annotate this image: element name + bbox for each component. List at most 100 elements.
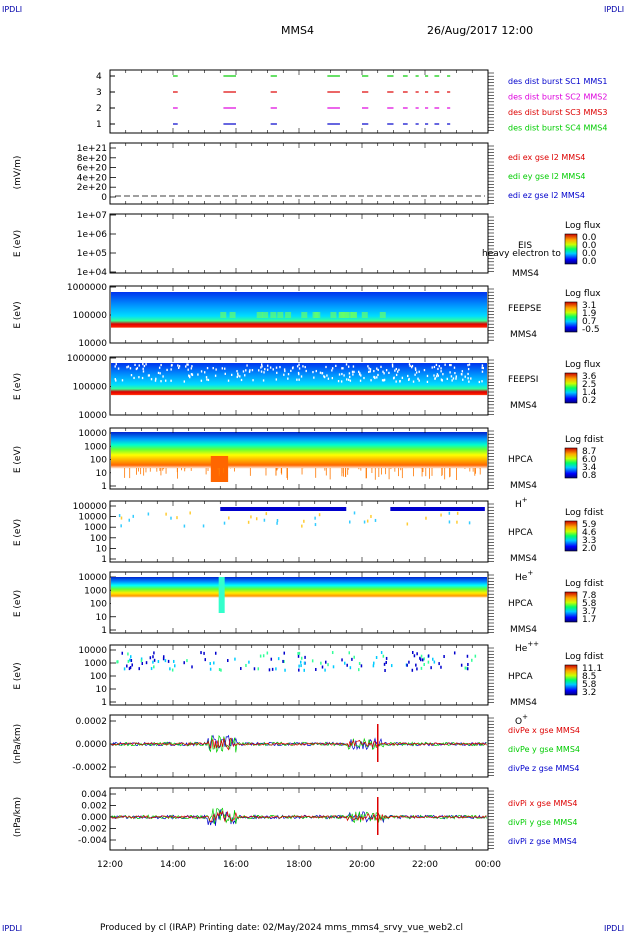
hpca-he-count: [456, 511, 459, 515]
hpca_h-ytick-label: 10000: [78, 429, 107, 439]
hpca-he-count: [440, 513, 442, 517]
feepsi-gap: [290, 369, 292, 372]
edi-ytick-label: 1e+21: [77, 144, 107, 154]
divpi-ytick-label: -0.002: [78, 825, 107, 835]
feepsi-gap: [121, 379, 124, 382]
panel-feepsi: 1000000 100000 10000 E (eV) FEEPSI MMS4 Log fl…: [13, 354, 601, 421]
feepsi-gap: [266, 368, 269, 371]
datetime-title: 26/Aug/2017 12:00: [427, 24, 533, 37]
hpca-o-count: [169, 667, 171, 671]
feepsi-cbar-tick: 1.4: [582, 388, 597, 398]
feepsi-gap: [343, 374, 345, 377]
feepsi-gap: [114, 378, 116, 381]
feepsi-gap: [283, 373, 285, 376]
feepsi-gap: [437, 374, 440, 377]
feepsi-gap: [187, 368, 189, 371]
hpca-o-count: [183, 661, 185, 665]
hpca-he-count: [176, 516, 178, 520]
hpca-he-count: [250, 515, 252, 519]
hpca-o-count: [416, 667, 418, 671]
feepsi-gap: [298, 378, 300, 381]
edi-ytick-label: 4e+20: [77, 173, 108, 183]
hpca-o-count: [284, 668, 286, 672]
feepsi-ytick-label: 10000: [78, 411, 107, 421]
hpca-o-count: [427, 660, 430, 664]
hpca-he-count: [448, 511, 451, 515]
feepsi-gap: [248, 370, 251, 373]
hpca-o-count: [145, 661, 148, 665]
feepsi-gap: [197, 373, 199, 376]
hpca_o-colorbar: [564, 664, 578, 696]
divpi-series-2: [110, 810, 487, 823]
hpca-o-count: [420, 658, 422, 662]
feepsi-gap: [269, 366, 272, 369]
feepsi-cbar-tick: 2.5: [582, 380, 596, 390]
divpe-legend-1: divPe y gse MMS4: [508, 745, 580, 754]
hpca-he-count: [349, 520, 351, 524]
feepsi-gap: [437, 367, 439, 371]
feepsi-gap: [467, 377, 469, 380]
hpca-he-count: [189, 511, 191, 515]
feepsi-gap: [164, 379, 167, 382]
hpca_he-ytick-label: 100: [90, 534, 107, 544]
feepsi-gap: [414, 373, 416, 376]
feepsi-gap: [187, 363, 189, 366]
feepsi-gap: [115, 379, 117, 382]
hpca-h-spectrogram: [111, 432, 487, 478]
feepsi-gap: [381, 379, 384, 382]
hpca_o-cbar-tick: 5.8: [582, 680, 597, 690]
feepsi-gap: [415, 371, 418, 374]
feepsi-gap: [408, 363, 411, 366]
edi-ytitle: (mV/m): [13, 156, 23, 190]
hpca_he-cbar-tick: 4.6: [582, 528, 597, 538]
hpca-o-count: [300, 656, 303, 660]
feepsi-colorbar: [564, 372, 578, 404]
hpca-o-count: [300, 664, 302, 668]
x-tick-label: 00:00: [475, 860, 501, 870]
feepsi-gap: [481, 380, 483, 383]
hpca_h-cbar-tick: 3.4: [582, 463, 597, 473]
feepsi-gap: [279, 365, 281, 369]
feepsi-gap: [275, 378, 278, 381]
feepsi-gap: [395, 373, 398, 377]
hpca-o-count: [453, 651, 456, 655]
feepsi-gap: [435, 375, 438, 378]
hpca-he-count: [303, 519, 305, 523]
hpca-o-count: [283, 659, 285, 663]
feepsi-gap: [191, 373, 194, 377]
feepsi-gap: [368, 370, 370, 374]
feepsi-gap: [212, 367, 214, 370]
feepsi-gap: [440, 367, 442, 370]
feepse-enhancement: [314, 312, 321, 318]
feepsi-gap: [177, 364, 179, 367]
feepsi-gap: [126, 366, 128, 369]
feepsi-gap: [215, 368, 217, 371]
hpca-o-count: [390, 664, 393, 668]
hpca-he-count: [183, 524, 186, 528]
feepsi-gap: [127, 365, 130, 368]
hpca-he-count: [265, 512, 268, 516]
feepsi-gap: [300, 375, 303, 378]
hpca-he-count: [170, 516, 172, 520]
hpca_he-colorbar: [564, 520, 578, 552]
feepsi-gap: [446, 377, 448, 380]
hpca-o-count: [346, 663, 348, 667]
feepse-enhancement: [285, 312, 292, 318]
feepsi-gap: [302, 365, 304, 368]
feepsi-gap: [133, 376, 135, 380]
feepsi-gap: [313, 376, 315, 379]
hpca_o-ytick-label: 1: [101, 698, 107, 708]
hpca-o-count: [315, 667, 317, 671]
hpca_h-cbar-tick: 6.0: [582, 455, 597, 465]
hpca-o-count: [127, 659, 130, 663]
feepsi-gap: [117, 367, 120, 370]
hpca-o-count: [127, 652, 129, 656]
hpca-o-count: [282, 659, 284, 663]
hpca-o-count: [382, 654, 385, 658]
hpca-o-count: [341, 658, 343, 662]
feepsi-gap: [454, 372, 456, 375]
hpca-o-count: [349, 666, 352, 670]
hpca-o-count: [149, 656, 152, 660]
